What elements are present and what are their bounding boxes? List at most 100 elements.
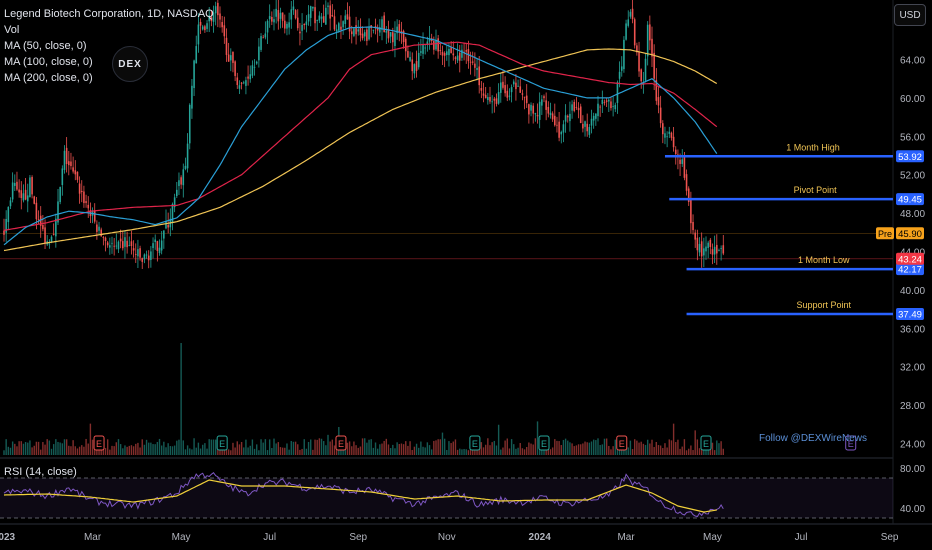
legend-ma100[interactable]: MA (100, close, 0) (4, 56, 93, 68)
volume-bar (439, 439, 442, 455)
volume-bar (474, 447, 476, 455)
volume-bar (322, 441, 325, 455)
rsi-legend[interactable]: RSI (14, close) (4, 466, 77, 478)
volume-bar (314, 439, 316, 455)
time-tick-label: Jul (795, 532, 808, 543)
symbol-title[interactable]: Legend Biotech Corporation, 1D, NASDAQ (4, 8, 214, 20)
volume-bar (126, 446, 128, 455)
candle-body (383, 15, 385, 33)
candle-body (29, 177, 31, 198)
candle-body (37, 219, 40, 220)
candle-body (251, 65, 254, 76)
candle-body (474, 63, 476, 68)
volume-bar (411, 449, 413, 455)
candle-body (722, 245, 725, 254)
volume-bar (113, 446, 115, 455)
volume-bar (376, 448, 379, 455)
candle-body (109, 245, 111, 248)
candle-body (3, 230, 5, 235)
legend-ma50[interactable]: MA (50, close, 0) (4, 40, 87, 52)
volume-bar (281, 447, 284, 455)
volume-bar (631, 449, 634, 455)
currency-button[interactable]: USD (894, 4, 926, 26)
candle-body (309, 6, 312, 18)
volume-bar (359, 446, 362, 455)
price-tick-label: 40.00 (900, 286, 925, 297)
candle-body (674, 149, 677, 155)
candle-body (620, 66, 623, 71)
candle-body (491, 101, 493, 103)
volume-bar (381, 443, 383, 455)
legend-vol[interactable]: Vol (4, 24, 20, 36)
candle-body (608, 99, 610, 102)
candle-body (219, 13, 221, 20)
premarket-tag-label: Pre (878, 229, 892, 239)
volume-bar (530, 443, 532, 455)
candle-body (666, 136, 668, 138)
volume-bar (657, 445, 660, 455)
volume-bar (541, 446, 543, 455)
volume-bar (519, 443, 521, 455)
price-tick-label: 36.00 (900, 324, 925, 335)
volume-bar (266, 450, 269, 455)
volume-bar (644, 444, 647, 455)
volume-bar (325, 445, 327, 455)
volume-bar (176, 440, 178, 455)
candle-body (288, 22, 290, 28)
volume-bar (191, 449, 193, 455)
candle-body (368, 27, 370, 40)
volume-bar (301, 448, 303, 455)
volume-bar (422, 446, 424, 455)
volume-bar (413, 446, 416, 455)
candle-body (376, 27, 379, 31)
volume-bar (368, 439, 370, 455)
candle-body (554, 115, 556, 126)
candle-body (692, 221, 694, 231)
candle-body (718, 250, 720, 251)
volume-bar (562, 439, 565, 455)
volume-bar (46, 439, 48, 455)
rsi-tick-label: 80.00 (900, 464, 925, 475)
volume-bar (262, 442, 264, 455)
volume-bar (668, 439, 670, 455)
volume-bar (104, 447, 107, 455)
premarket-value: 45.90 (898, 229, 922, 240)
candle-body (132, 248, 135, 251)
candle-body (534, 113, 537, 115)
volume-bar (614, 439, 616, 455)
rsi-ma-line (3, 479, 717, 513)
candle-body (420, 51, 422, 53)
volume-bar (646, 439, 649, 455)
candle-body (35, 202, 38, 220)
candle-body (31, 177, 33, 195)
candle-body (597, 103, 599, 117)
volume-bar (383, 440, 385, 455)
candle-body (55, 218, 57, 237)
volume-bar (709, 448, 712, 455)
volume-bar (407, 445, 409, 455)
earnings-marker-label: E (848, 439, 854, 449)
candle-body (253, 66, 256, 68)
volume-bar (435, 440, 437, 455)
candle-body (117, 241, 120, 250)
candle-body (409, 57, 411, 61)
candle-body (178, 180, 180, 187)
candle-body (137, 249, 139, 257)
candle-body (122, 241, 124, 249)
volume-bar (346, 442, 349, 455)
candle-body (448, 48, 450, 56)
candle-body (255, 61, 258, 64)
level-label: 1 Month Low (798, 255, 850, 265)
volume-bar (355, 445, 357, 455)
volume-bar (245, 439, 247, 455)
candle-body (24, 189, 27, 200)
candle-body (26, 195, 29, 202)
volume-bar (204, 443, 206, 455)
volume-bar (510, 439, 513, 455)
legend-ma200[interactable]: MA (200, close, 0) (4, 72, 93, 84)
volume-bar (240, 441, 243, 455)
candle-body (238, 85, 241, 89)
candle-body (517, 85, 519, 87)
volume-bar (72, 440, 74, 455)
